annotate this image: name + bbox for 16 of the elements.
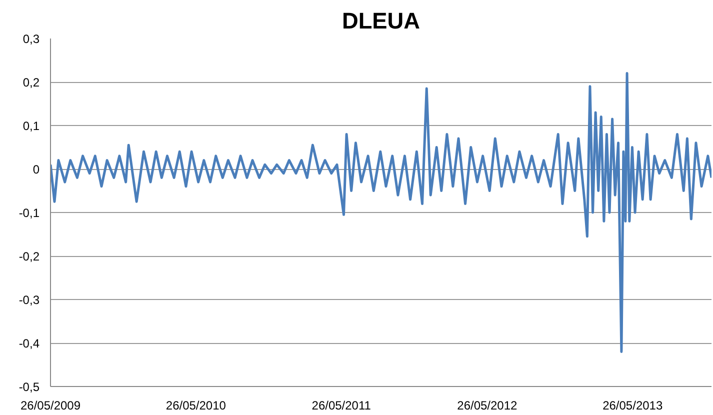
x-tick-label: 26/05/2009 [20, 398, 81, 412]
x-tick-label: 26/05/2012 [457, 398, 518, 412]
y-tick-label: -0,4 [18, 336, 40, 350]
y-tick-label: -0,1 [18, 206, 40, 220]
y-tick-label: -0,5 [18, 380, 40, 394]
chart-title: DLEUA [342, 8, 420, 34]
line-series [50, 72, 712, 353]
y-tick-label: 0 [32, 162, 40, 176]
y-tick-label: 0,3 [22, 32, 40, 46]
y-tick-label: 0,1 [22, 119, 40, 133]
y-tick-label: -0,3 [18, 293, 40, 307]
y-tick-label: -0,2 [18, 250, 40, 264]
y-tick-label: 0,2 [22, 76, 40, 90]
x-tick-label: 26/05/2013 [602, 398, 663, 412]
x-tick-label: 26/05/2010 [166, 398, 226, 412]
x-tick-label: 26/05/2011 [312, 398, 372, 412]
